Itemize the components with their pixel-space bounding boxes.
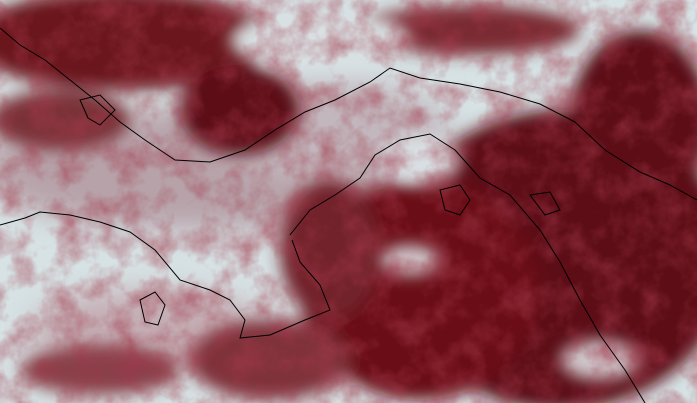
caribbean-coast [0,27,697,201]
coastlines [0,27,697,403]
island-outline [139,291,166,326]
pacific-coast-north [289,133,646,403]
pacific-coast-south [0,211,331,339]
gulf-islands [79,94,561,216]
